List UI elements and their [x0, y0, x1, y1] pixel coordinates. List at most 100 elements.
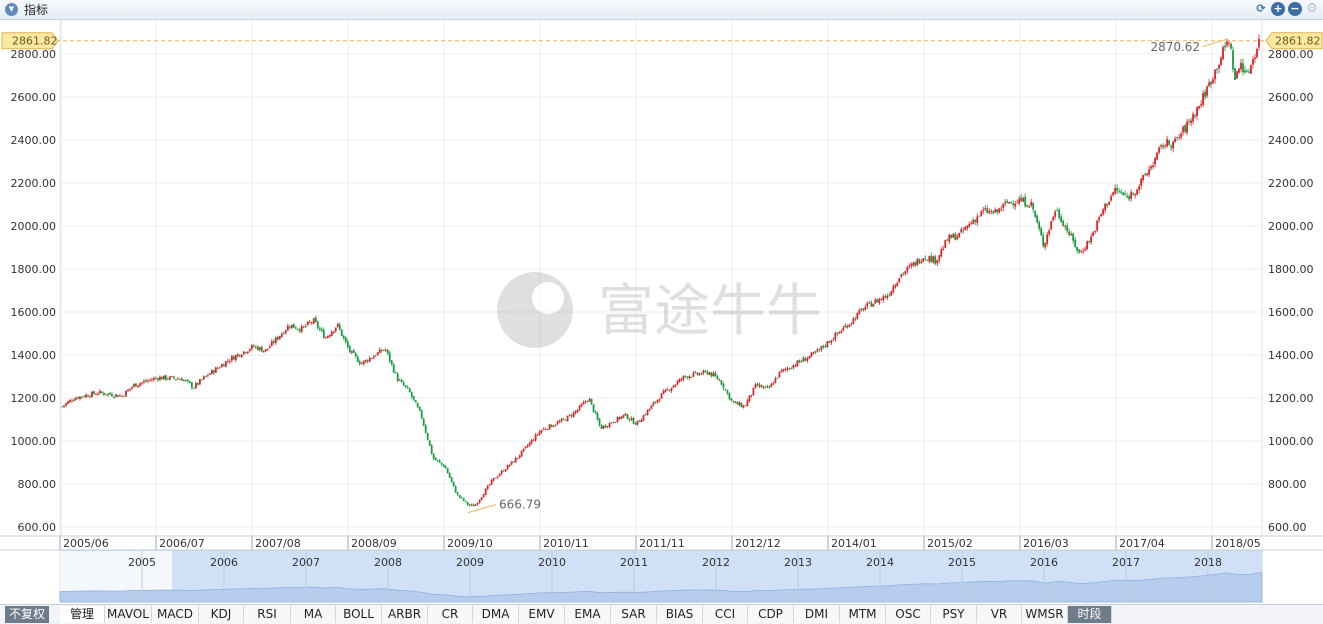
- indicator-tab[interactable]: SAR: [611, 606, 657, 623]
- indicator-tab[interactable]: VR: [977, 606, 1022, 623]
- indicator-tab[interactable]: DMI: [794, 606, 840, 623]
- candle-body: [288, 326, 291, 328]
- candle-body: [550, 424, 553, 427]
- candle-body: [676, 381, 679, 385]
- candle-body: [246, 351, 249, 354]
- candle-body: [870, 302, 873, 307]
- candlestick-chart[interactable]: 2800.00 2800.00 2600.00 2600.00 2400.00 2400.…: [0, 0, 1323, 604]
- candle-body: [282, 332, 285, 334]
- indicator-tab[interactable]: CR: [428, 606, 473, 623]
- candle-body: [1062, 221, 1065, 227]
- indicator-tab[interactable]: MAVOL: [105, 606, 152, 623]
- candle-body: [558, 421, 561, 423]
- indicator-tab[interactable]: PSY: [931, 606, 977, 623]
- candle-body: [750, 394, 753, 397]
- candle-body: [1234, 68, 1236, 80]
- candle-body: [856, 312, 859, 319]
- gear-icon[interactable]: ⚙: [1306, 1, 1318, 16]
- candle-body: [290, 324, 293, 329]
- candle-body: [1032, 202, 1035, 210]
- candle-body: [838, 331, 841, 334]
- indicator-tab[interactable]: ARBR: [382, 606, 428, 623]
- indicator-tab[interactable]: BIAS: [657, 606, 703, 623]
- indicator-tab[interactable]: CDP: [748, 606, 794, 623]
- candle-body: [526, 445, 529, 447]
- candle-body: [192, 387, 195, 389]
- indicator-tab[interactable]: DMA: [473, 606, 519, 623]
- candle-body: [616, 416, 619, 423]
- candle-body: [216, 367, 219, 369]
- navigator-year-label: 2011: [620, 556, 648, 569]
- candle-body: [1164, 145, 1166, 147]
- candle-body: [1240, 62, 1242, 70]
- candle-body: [622, 414, 625, 417]
- indicator-tab[interactable]: 时段: [1068, 606, 1112, 623]
- candle-body: [294, 327, 297, 329]
- candle-body: [1110, 196, 1113, 201]
- candle-body: [1142, 175, 1144, 180]
- candle-body: [794, 365, 797, 367]
- candle-body: [916, 259, 919, 265]
- candle-body: [338, 324, 341, 330]
- candle-body: [1250, 65, 1252, 74]
- zoom-out-icon[interactable]: −: [1288, 2, 1302, 16]
- indicator-tab[interactable]: OSC: [886, 606, 931, 623]
- y-tick-label-left: 2200.00: [11, 177, 57, 190]
- candle-body: [942, 248, 945, 250]
- candle-body: [556, 421, 559, 425]
- candle-body: [97, 393, 99, 395]
- candle-body: [452, 481, 455, 486]
- indicator-tab[interactable]: EMA: [565, 606, 611, 623]
- candle-body: [73, 399, 75, 402]
- candle-body: [65, 403, 67, 406]
- navigator-year-label: 2018: [1194, 556, 1222, 569]
- candle-body: [530, 440, 533, 444]
- candle-body: [101, 391, 103, 393]
- candle-body: [554, 424, 557, 426]
- refresh-icon[interactable]: ⟳: [1256, 2, 1266, 15]
- candle-body: [624, 413, 627, 416]
- candle-body: [408, 388, 411, 393]
- candle-body: [208, 373, 211, 375]
- indicator-tab[interactable]: KDJ: [199, 606, 244, 623]
- y-tick-label-left: 1600.00: [11, 306, 57, 319]
- indicator-tab[interactable]: RSI: [244, 606, 291, 623]
- candle-body: [91, 391, 93, 397]
- y-tick-label-right: 1200.00: [1268, 392, 1314, 405]
- candle-body: [1108, 201, 1111, 205]
- candle-body: [780, 370, 783, 372]
- candle-body: [1134, 193, 1137, 196]
- indicator-tab[interactable]: MA: [291, 606, 336, 623]
- candle-body: [262, 350, 265, 352]
- indicator-tab[interactable]: EMV: [519, 606, 565, 623]
- indicator-tab[interactable]: WMSR: [1022, 606, 1068, 623]
- candle-body: [1158, 147, 1160, 153]
- candle-body: [998, 208, 1001, 213]
- candle-body: [712, 373, 715, 377]
- indicator-tab[interactable]: 管理: [60, 606, 105, 623]
- candle-body: [632, 418, 635, 424]
- candle-body: [77, 397, 79, 399]
- candle-body: [119, 395, 121, 397]
- candle-body: [137, 385, 139, 387]
- candle-body: [1194, 115, 1196, 117]
- collapse-icon[interactable]: ▼: [5, 3, 18, 16]
- indicator-tab[interactable]: MACD: [152, 606, 199, 623]
- indicator-tab[interactable]: BOLL: [336, 606, 382, 623]
- adjust-button[interactable]: 不复权: [5, 606, 50, 623]
- candle-body: [668, 390, 671, 391]
- indicator-tab[interactable]: CCI: [703, 606, 748, 623]
- candle-body: [422, 418, 425, 426]
- candle-body: [958, 232, 961, 237]
- candle-body: [978, 215, 981, 217]
- zoom-in-icon[interactable]: +: [1271, 2, 1285, 16]
- candle-body: [466, 501, 469, 505]
- candle-body: [206, 375, 209, 376]
- candle-body: [822, 345, 825, 348]
- candle-body: [1000, 209, 1003, 211]
- candle-body: [576, 410, 579, 412]
- indicator-tab[interactable]: MTM: [840, 606, 886, 623]
- candle-body: [950, 234, 953, 239]
- candle-body: [658, 399, 661, 401]
- candle-body: [934, 256, 937, 264]
